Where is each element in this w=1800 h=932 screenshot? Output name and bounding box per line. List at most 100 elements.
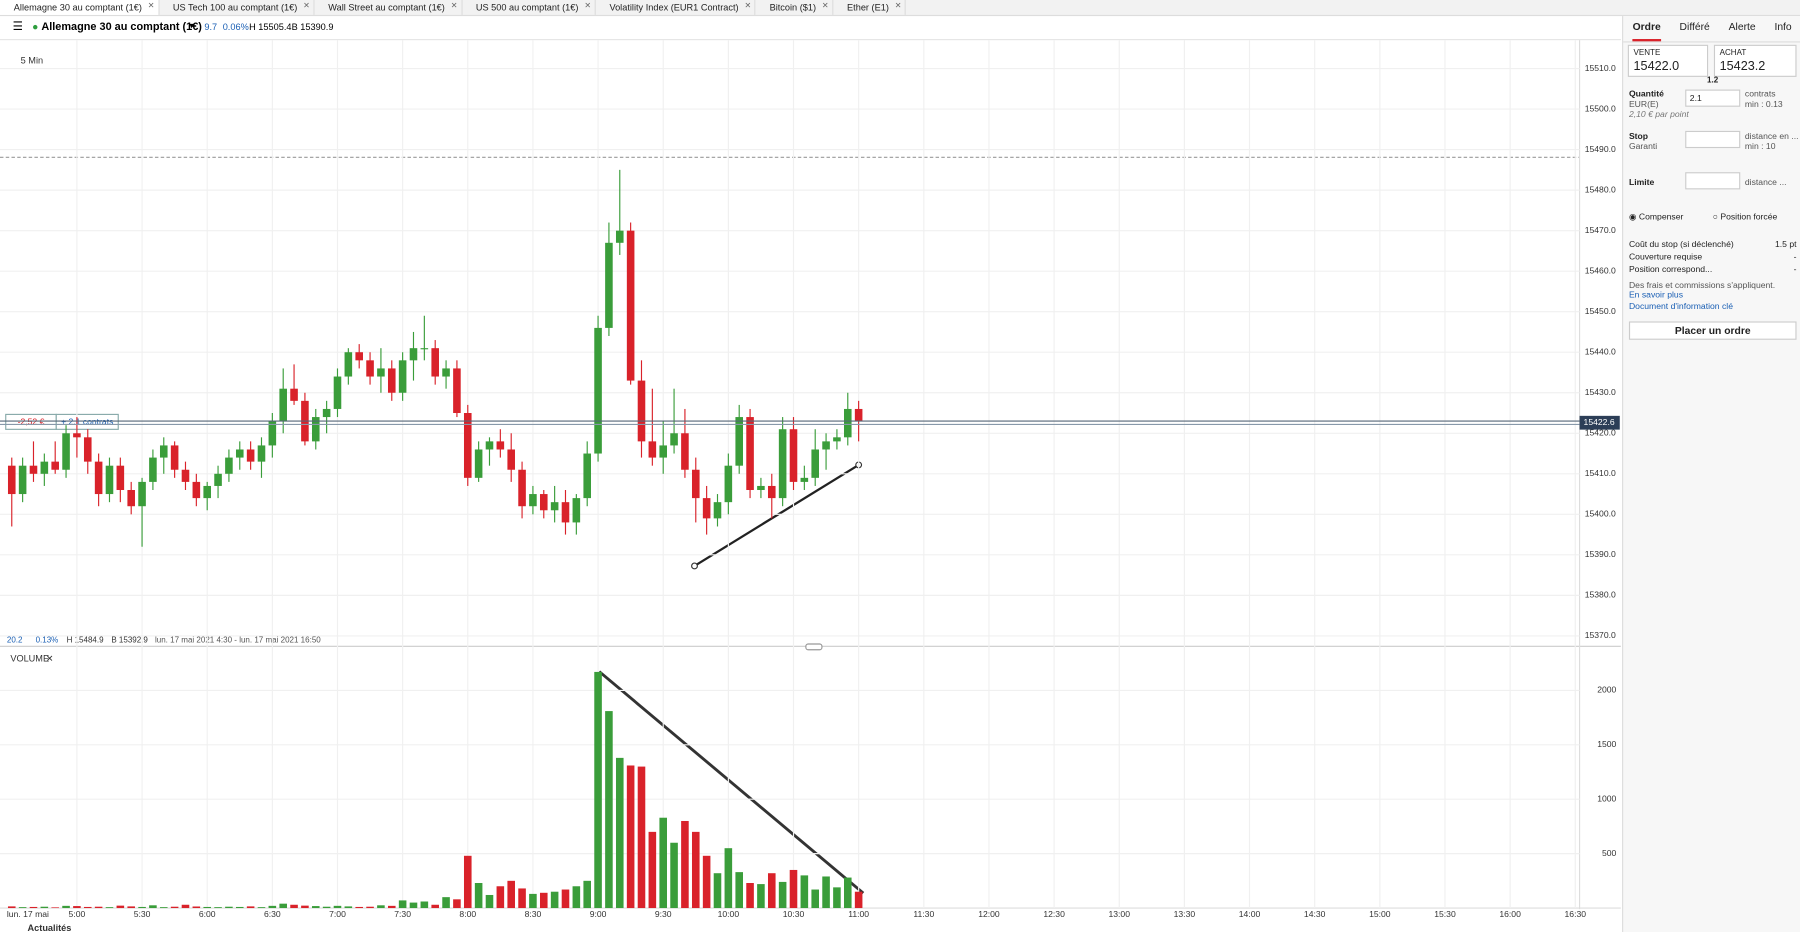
- low: B 15390.9: [291, 21, 334, 33]
- volume-bar: [257, 907, 266, 909]
- candle-body: [691, 469, 700, 499]
- info-low: B 15392.9: [111, 636, 148, 645]
- candle-body: [594, 327, 602, 454]
- dropdown[interactable]: ▾: [189, 20, 195, 31]
- volume-bar: [691, 831, 700, 909]
- x-tick-label: 14:30: [1304, 909, 1326, 919]
- candle-body: [214, 473, 222, 486]
- candle-body: [18, 465, 27, 495]
- volume-bar: [474, 883, 483, 909]
- panel-tab[interactable]: Différé: [1679, 20, 1710, 33]
- candle-body: [854, 408, 863, 422]
- x-tick-label: 9:30: [655, 909, 672, 919]
- candle-body: [51, 461, 59, 470]
- y-tick-label: 15370.0: [1585, 630, 1616, 640]
- volume-bar: [507, 880, 515, 909]
- x-tick-label: 16:00: [1499, 909, 1521, 919]
- volume-trend-line: [598, 670, 865, 895]
- x-tick-label: 11:30: [913, 909, 934, 919]
- buy-label: ACHAT: [1719, 49, 1747, 58]
- panel-tab[interactable]: Alerte: [1728, 20, 1756, 33]
- info-change: 20.2: [7, 636, 23, 645]
- learn-more[interactable]: En savoir plus: [1628, 289, 1684, 300]
- candle-body: [235, 449, 244, 458]
- volume-bar: [485, 894, 494, 909]
- submit-button[interactable]: Placer un ordre: [1628, 321, 1797, 340]
- stop-input[interactable]: [1685, 130, 1741, 149]
- volume-bar: [789, 869, 798, 909]
- sell-label: VENTE: [1633, 49, 1661, 58]
- y-tick-label: 500: [1602, 848, 1617, 858]
- candle-body: [149, 457, 157, 482]
- qty-value: 2.1: [1689, 92, 1702, 104]
- sell-box[interactable]: VENTE 15422.0: [1627, 44, 1709, 77]
- mode-forcee[interactable]: ○ Position forcée: [1712, 211, 1778, 222]
- spread: 1.2: [1707, 76, 1719, 85]
- volume-bar: [214, 907, 222, 909]
- volume-bar: [594, 671, 602, 909]
- x-tick-label: 8:00: [459, 909, 476, 919]
- volume-bar: [29, 906, 38, 909]
- y-tick-label: 2000: [1597, 685, 1616, 695]
- x-tick-label: 5:00: [69, 909, 86, 919]
- fees: Des frais et commissions s'appliquent.: [1628, 280, 1776, 291]
- x-tick-label: 7:00: [329, 909, 346, 919]
- tab[interactable]: Ether (E1): [833, 0, 907, 15]
- volume-bar: [529, 893, 537, 909]
- buy-box[interactable]: ACHAT 15423.2: [1713, 44, 1797, 77]
- order-panel: Ordre Différé Alerte Info VENTE 15422.0 ACH…: [1622, 16, 1800, 932]
- volume-bar: [670, 842, 678, 909]
- candle-body: [550, 502, 559, 511]
- volume-bar: [235, 906, 244, 909]
- panel-tab[interactable]: Ordre: [1632, 21, 1661, 42]
- stop-label: Stop: [1628, 130, 1649, 142]
- doc-link[interactable]: Document d'information clé: [1628, 300, 1734, 312]
- info-change-pct: 0.13%: [36, 636, 59, 645]
- panel-tab[interactable]: Info: [1774, 20, 1792, 33]
- candle-body: [463, 413, 472, 478]
- x-tick-label: 8:30: [525, 909, 542, 919]
- news[interactable]: Actualités: [28, 923, 72, 932]
- row-label: Position correspond...: [1628, 264, 1713, 275]
- candle-body: [485, 441, 494, 450]
- row-value: -: [1793, 251, 1797, 262]
- volume-bar: [724, 848, 733, 909]
- candle-body: [127, 490, 135, 507]
- candle-body: [387, 368, 396, 393]
- mode-compenser[interactable]: ◉ Compenser: [1628, 211, 1684, 222]
- tab-bar: Allemagne 30 au comptant (1€)US Tech 100…: [0, 0, 1800, 17]
- volume-bar: [268, 905, 277, 909]
- resize-handle[interactable]: [805, 643, 823, 651]
- candle-body: [572, 498, 581, 523]
- candle-body: [789, 429, 798, 482]
- trend-handle[interactable]: [691, 562, 698, 570]
- limit-input[interactable]: [1685, 172, 1741, 190]
- candle-body: [311, 417, 320, 442]
- volume-bar: [387, 905, 396, 909]
- volume-bar: [420, 901, 429, 909]
- candle-body: [192, 481, 201, 499]
- candle-body: [333, 376, 342, 409]
- volume-bar: [377, 905, 385, 909]
- candle-body: [453, 368, 461, 414]
- candle-body: [757, 485, 765, 491]
- status-dot: ●: [32, 20, 39, 33]
- buy-price: 15423.2: [1719, 59, 1766, 74]
- volume-bar: [225, 906, 233, 909]
- candle-body: [778, 429, 787, 499]
- limit-unit: distance ...: [1744, 176, 1787, 188]
- volume-bar: [73, 906, 81, 909]
- volume-bar: [333, 905, 342, 909]
- candle-body: [746, 417, 754, 491]
- x-tick-label: 13:30: [1174, 909, 1196, 919]
- y-tick-label: 15440.0: [1585, 346, 1616, 356]
- candle-body: [420, 348, 429, 350]
- close-volume[interactable]: ✕: [46, 653, 54, 663]
- instrument-name[interactable]: Allemagne 30 au comptant (1€): [41, 20, 202, 34]
- volume-bar: [681, 820, 689, 909]
- volume-bar: [463, 855, 472, 909]
- row-label: Couverture requise: [1628, 251, 1703, 262]
- qty-input[interactable]: 2.1: [1685, 89, 1741, 107]
- menu-icon[interactable]: ☰: [12, 20, 23, 34]
- x-tick-label: 15:30: [1434, 909, 1456, 919]
